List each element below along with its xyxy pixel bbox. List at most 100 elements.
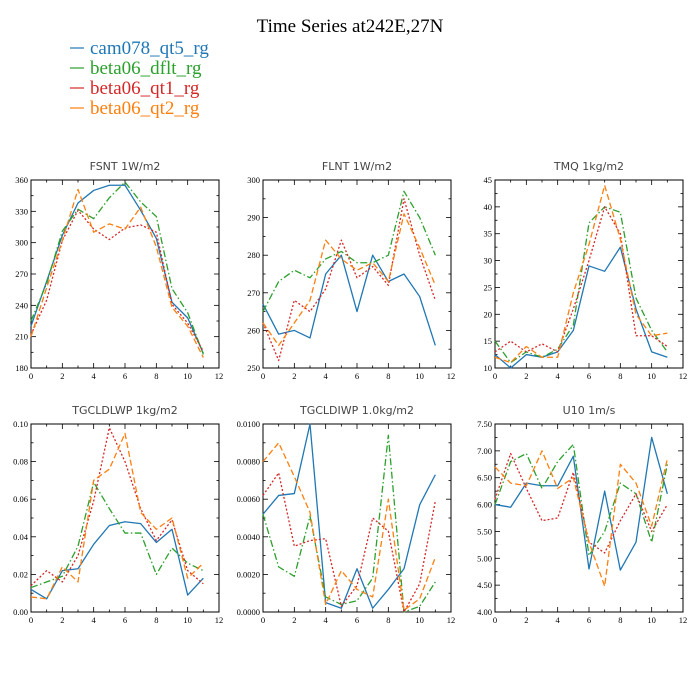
series-line-beta06_dflt_rg bbox=[262, 434, 436, 613]
series-line-beta06_qt2_rg bbox=[30, 188, 204, 358]
series-line-cam078_qt5_rg bbox=[494, 246, 668, 369]
series-line-beta06_qt1_rg bbox=[494, 452, 668, 554]
x-tick-label: 2 bbox=[60, 615, 64, 625]
series-line-beta06_qt2_rg bbox=[494, 184, 668, 364]
x-tick-label: 10 bbox=[415, 615, 424, 625]
x-tick-label: 8 bbox=[386, 371, 390, 381]
panel-5: U10 1m/s 0 2 4 6 8 10 12 4.00 4.50 5.00 5.50 6.00 6.5… bbox=[477, 404, 687, 625]
y-tick-label: 300 bbox=[15, 238, 28, 248]
y-tick-label: 10 bbox=[484, 363, 493, 373]
plot-frame bbox=[30, 179, 220, 369]
x-tick-label: 4 bbox=[556, 615, 561, 625]
plot-frame bbox=[494, 179, 684, 369]
panel-3: TGCLDLWP 1kg/m2 0 2 4 6 8 10 12 0.00 0.02 0.04 0.06… bbox=[13, 404, 223, 625]
series-line-cam078_qt5_rg bbox=[30, 521, 204, 600]
y-tick-label: 210 bbox=[15, 332, 28, 342]
x-tick-label: 2 bbox=[292, 615, 296, 625]
x-tick-label: 10 bbox=[183, 371, 192, 381]
y-tick-label: 260 bbox=[247, 325, 260, 335]
y-tick-label: 240 bbox=[15, 300, 28, 310]
y-tick-label: 250 bbox=[247, 363, 260, 373]
x-tick-label: 0 bbox=[29, 371, 33, 381]
panel-title: U10 1m/s bbox=[563, 404, 616, 417]
x-tick-label: 0 bbox=[29, 615, 33, 625]
x-tick-label: 12 bbox=[447, 615, 456, 625]
panel-4: TGCLDIWP 1.0kg/m2 0 2 4 6 8 10 12 0.0000 0.0020 0.… bbox=[237, 404, 456, 625]
x-tick-label: 4 bbox=[556, 371, 561, 381]
x-tick-label: 12 bbox=[679, 615, 688, 625]
x-tick-label: 12 bbox=[447, 371, 456, 381]
series-line-beta06_qt1_rg bbox=[262, 472, 436, 613]
x-tick-label: 2 bbox=[60, 371, 64, 381]
y-tick-label: 30 bbox=[484, 256, 493, 266]
x-tick-label: 2 bbox=[524, 371, 528, 381]
plot-frame bbox=[494, 423, 684, 613]
x-tick-label: 6 bbox=[123, 615, 127, 625]
x-tick-label: 8 bbox=[386, 615, 390, 625]
y-tick-label: 0.08 bbox=[13, 457, 28, 467]
panel-title: TGCLDIWP 1.0kg/m2 bbox=[299, 404, 414, 417]
chart-panels: FSNT 1W/m20 2 4 6 8 10 12180210240270300330360… bbox=[13, 160, 687, 625]
x-tick-label: 12 bbox=[215, 615, 224, 625]
legend: cam078_qt5_rgbeta06_dflt_rgbeta06_qt1_rg… bbox=[70, 38, 209, 119]
y-tick-label: 0.10 bbox=[13, 419, 28, 429]
series-line-cam078_qt5_rg bbox=[262, 423, 436, 609]
plot-frame bbox=[262, 179, 452, 369]
x-tick-label: 6 bbox=[587, 371, 591, 381]
x-tick-label: 0 bbox=[493, 371, 497, 381]
x-tick-label: 4 bbox=[324, 371, 329, 381]
y-tick-label: 0.0100 bbox=[237, 419, 260, 429]
x-tick-label: 10 bbox=[415, 371, 424, 381]
y-tick-label: 180 bbox=[15, 363, 28, 373]
x-tick-label: 4 bbox=[92, 615, 97, 625]
y-tick-label: 45 bbox=[484, 175, 493, 185]
series-line-beta06_dflt_rg bbox=[30, 181, 204, 355]
x-tick-label: 10 bbox=[647, 371, 656, 381]
panel-title: TGCLDLWP 1kg/m2 bbox=[71, 404, 177, 417]
y-tick-label: 330 bbox=[15, 206, 28, 216]
y-tick-label: 40 bbox=[484, 202, 493, 212]
x-tick-label: 4 bbox=[324, 615, 329, 625]
panel-1: FLNT 1W/m2 0 2 4 6 8 10 12 250 260 270 280 290 300 bbox=[247, 160, 455, 381]
y-tick-label: 6.00 bbox=[477, 500, 492, 510]
x-tick-label: 6 bbox=[355, 615, 359, 625]
panel-title: FLNT 1W/m2 bbox=[322, 160, 392, 173]
series-line-beta06_qt2_rg bbox=[262, 213, 436, 347]
y-tick-label: 0.02 bbox=[13, 569, 28, 579]
series-line-beta06_qt1_rg bbox=[30, 427, 204, 587]
y-tick-label: 15 bbox=[484, 336, 493, 346]
y-tick-label: 7.50 bbox=[477, 419, 492, 429]
series-line-beta06_qt1_rg bbox=[262, 198, 436, 362]
y-tick-label: 20 bbox=[484, 309, 493, 319]
y-tick-label: 5.00 bbox=[477, 553, 492, 563]
series-line-beta06_dflt_rg bbox=[30, 481, 204, 589]
series-line-cam078_qt5_rg bbox=[30, 184, 204, 354]
figure-title: Time Series at242E,27N bbox=[257, 16, 444, 37]
series-line-beta06_qt1_rg bbox=[30, 209, 204, 352]
x-tick-label: 0 bbox=[493, 615, 497, 625]
x-tick-label: 0 bbox=[261, 615, 265, 625]
y-tick-label: 35 bbox=[484, 229, 493, 239]
y-tick-label: 300 bbox=[247, 175, 260, 185]
y-tick-label: 4.00 bbox=[477, 607, 492, 617]
y-tick-label: 0.04 bbox=[13, 532, 29, 542]
x-tick-label: 12 bbox=[679, 371, 688, 381]
x-tick-label: 4 bbox=[92, 371, 97, 381]
y-tick-label: 6.50 bbox=[477, 473, 492, 483]
x-tick-label: 2 bbox=[524, 615, 528, 625]
series-line-beta06_qt2_rg bbox=[494, 450, 668, 587]
x-tick-label: 6 bbox=[355, 371, 359, 381]
y-tick-label: 0.0020 bbox=[237, 569, 260, 579]
series-line-beta06_dflt_rg bbox=[494, 206, 668, 364]
legend-label: beta06_qt2_rg bbox=[90, 98, 200, 119]
series-line-beta06_dflt_rg bbox=[494, 443, 668, 557]
y-tick-label: 280 bbox=[247, 250, 260, 260]
series-line-beta06_qt2_rg bbox=[30, 432, 204, 600]
x-tick-label: 8 bbox=[618, 615, 622, 625]
y-tick-label: 7.00 bbox=[477, 446, 492, 456]
y-tick-label: 4.50 bbox=[477, 580, 492, 590]
y-tick-label: 360 bbox=[15, 175, 28, 185]
x-tick-label: 10 bbox=[183, 615, 192, 625]
series-line-cam078_qt5_rg bbox=[262, 254, 436, 346]
